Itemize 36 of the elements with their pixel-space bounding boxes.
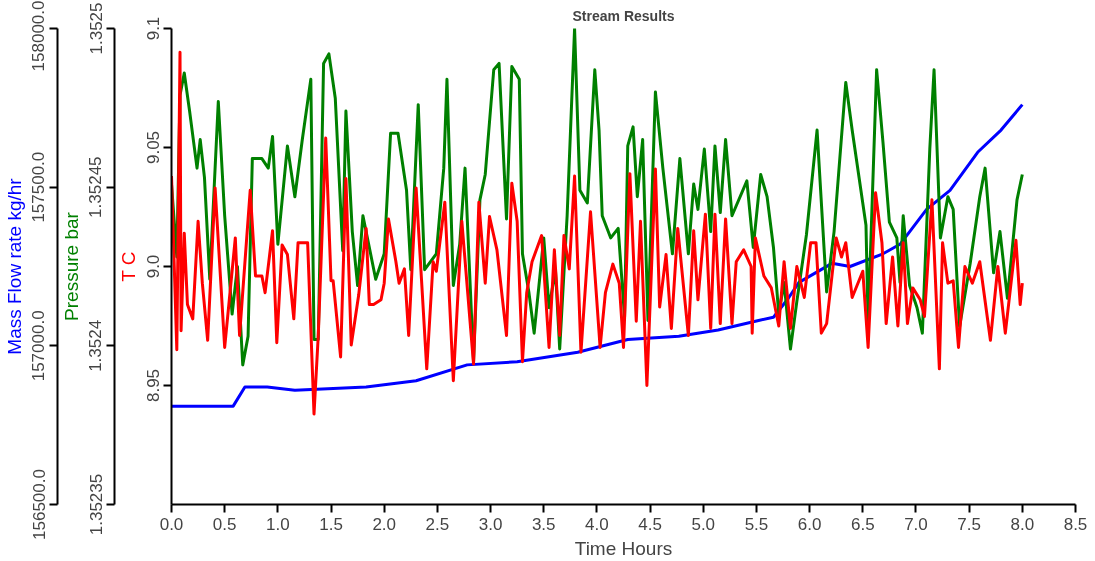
x-tick-label: 1.0 (266, 514, 290, 534)
y2-tick-label: 1.3525 (86, 2, 106, 55)
y2-tick-label: 1.3524 (86, 319, 106, 372)
line-series (171, 50, 1024, 416)
x-tick-label: 6.0 (797, 514, 822, 534)
x-tick-label: 2.0 (372, 514, 397, 534)
y-tick-label: 9.0 (143, 254, 163, 279)
x-tick-label: 5.5 (744, 514, 769, 534)
y3-tick-label: 156500.0 (29, 469, 49, 540)
y3-tick-label: 157000.0 (29, 310, 49, 382)
x-tick-label: 2.5 (425, 514, 450, 534)
y3-axis-title: Mass Flow rate kg/hr (3, 177, 25, 355)
y-tick-label: 9.1 (143, 16, 163, 41)
x-tick-label: 7.0 (904, 514, 928, 534)
y-axis-title: T C (117, 251, 139, 282)
y2-axis-title: Pressure bar (60, 211, 82, 321)
x-tick-label: 4.5 (638, 514, 662, 534)
x-tick-label: 0.5 (212, 514, 237, 534)
y-tick-label: 8.95 (143, 368, 163, 403)
x-tick-label: 0.0 (159, 514, 184, 534)
x-tick-label: 8.5 (1063, 514, 1088, 534)
y2-tick-label: 1.35245 (86, 156, 106, 218)
x-tick-label: 6.5 (850, 514, 875, 534)
x-tick-label: 3.0 (478, 514, 503, 534)
y-tick-label: 9.05 (143, 130, 163, 165)
x-tick-label: 4.0 (585, 514, 609, 534)
x-axis-title: Time Hours (574, 537, 673, 559)
x-tick-label: 7.5 (957, 514, 981, 534)
y3-tick-label: 158000.0 (29, 0, 49, 72)
x-tick-label: 8.0 (1010, 514, 1035, 534)
chart-title: Stream Results (572, 7, 675, 24)
y3-tick-label: 157500.0 (29, 151, 49, 223)
y2-tick-label: 1.35235 (86, 473, 106, 536)
x-tick-label: 5.0 (691, 514, 716, 534)
x-tick-label: 1.5 (319, 514, 343, 534)
x-tick-label: 3.5 (531, 514, 556, 534)
